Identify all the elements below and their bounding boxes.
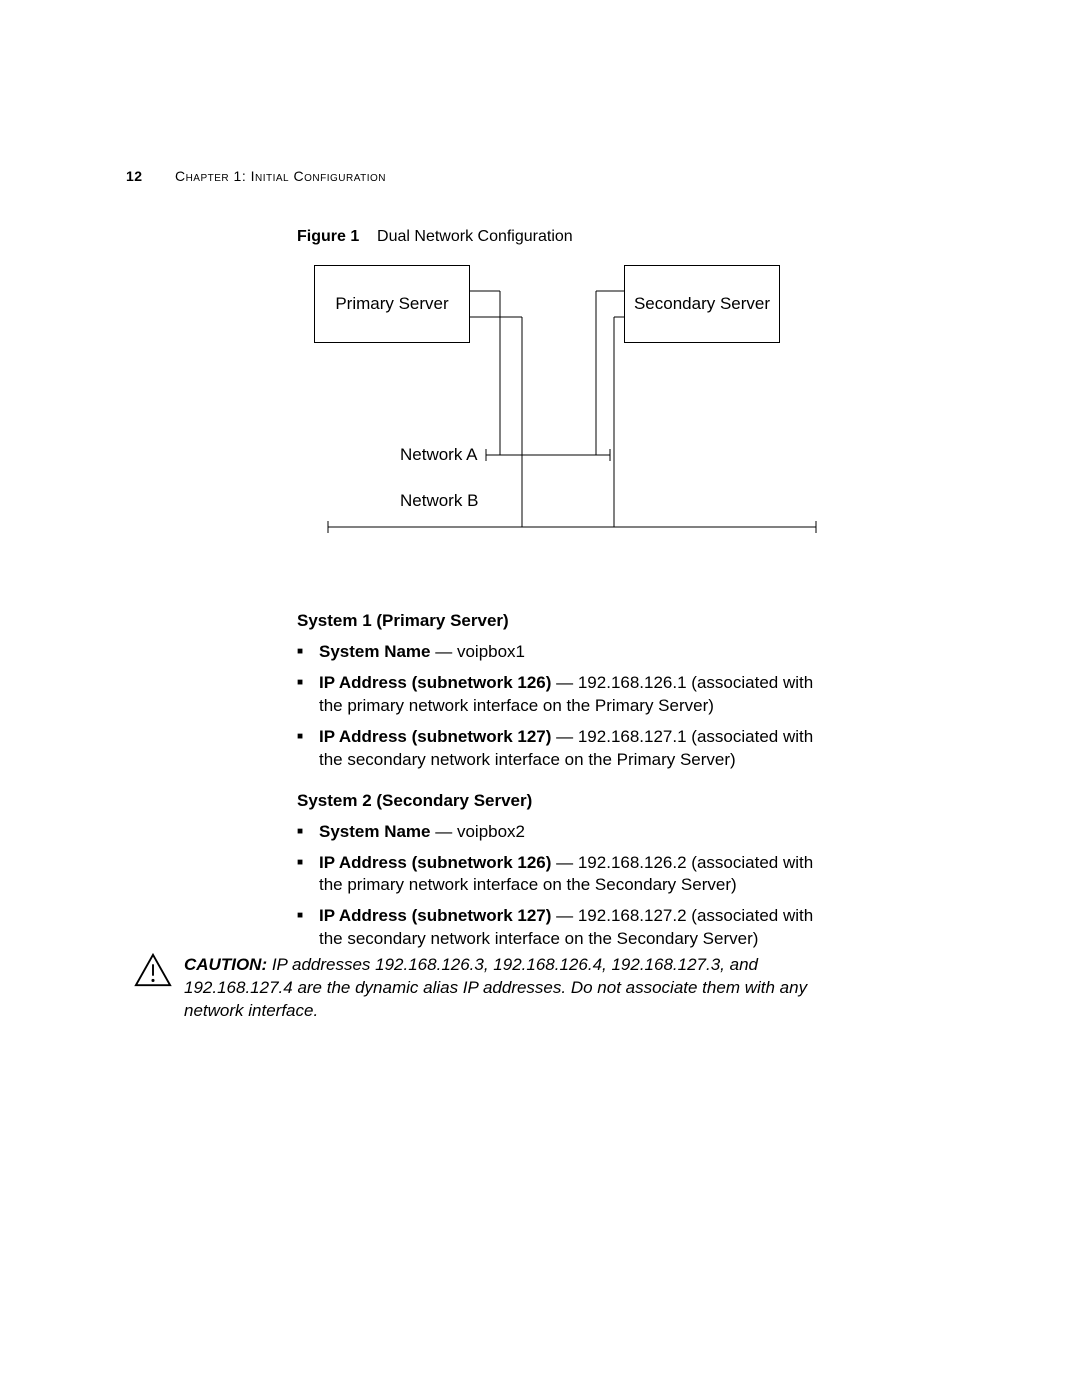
figure-label: Figure 1 xyxy=(297,228,359,245)
item-label: System Name xyxy=(319,822,431,841)
item-label: IP Address (subnetwork 126) xyxy=(319,673,551,692)
item-label: IP Address (subnetwork 127) xyxy=(319,906,551,925)
item-value: — voipbox2 xyxy=(431,822,526,841)
system2-list: System Name — voipbox2 IP Address (subne… xyxy=(297,821,837,952)
item-label: IP Address (subnetwork 126) xyxy=(319,853,551,872)
system1-list: System Name — voipbox1 IP Address (subne… xyxy=(297,641,837,772)
list-item: System Name — voipbox1 xyxy=(297,641,837,664)
chapter-title: Chapter 1: Initial Configuration xyxy=(175,168,386,184)
caution-lead: CAUTION: xyxy=(184,955,267,974)
network-diagram: Primary Server Secondary Server Network … xyxy=(314,265,850,545)
list-item: IP Address (subnetwork 126) — 192.168.12… xyxy=(297,852,837,898)
figure-caption: Figure 1 Dual Network Configuration xyxy=(297,228,573,246)
caution-icon xyxy=(134,952,172,988)
caution-text: CAUTION: IP addresses 192.168.126.3, 192… xyxy=(184,954,837,1023)
item-value: — voipbox1 xyxy=(431,642,526,661)
list-item: IP Address (subnetwork 126) — 192.168.12… xyxy=(297,672,837,718)
caution-body: IP addresses 192.168.126.3, 192.168.126.… xyxy=(184,955,807,1020)
content-body: System 1 (Primary Server) System Name — … xyxy=(297,610,837,969)
item-label: IP Address (subnetwork 127) xyxy=(319,727,551,746)
list-item: IP Address (subnetwork 127) — 192.168.12… xyxy=(297,726,837,772)
system2-heading: System 2 (Secondary Server) xyxy=(297,790,837,813)
page-header: 12 Chapter 1: Initial Configuration xyxy=(126,168,386,184)
page-number: 12 xyxy=(126,168,143,184)
system1-heading: System 1 (Primary Server) xyxy=(297,610,837,633)
caution-block: CAUTION: IP addresses 192.168.126.3, 192… xyxy=(134,954,837,1023)
list-item: IP Address (subnetwork 127) — 192.168.12… xyxy=(297,905,837,951)
page: 12 Chapter 1: Initial Configuration Figu… xyxy=(0,0,1080,1397)
list-item: System Name — voipbox2 xyxy=(297,821,837,844)
figure-title: Dual Network Configuration xyxy=(377,228,573,245)
diagram-lines xyxy=(314,265,850,545)
item-label: System Name xyxy=(319,642,431,661)
